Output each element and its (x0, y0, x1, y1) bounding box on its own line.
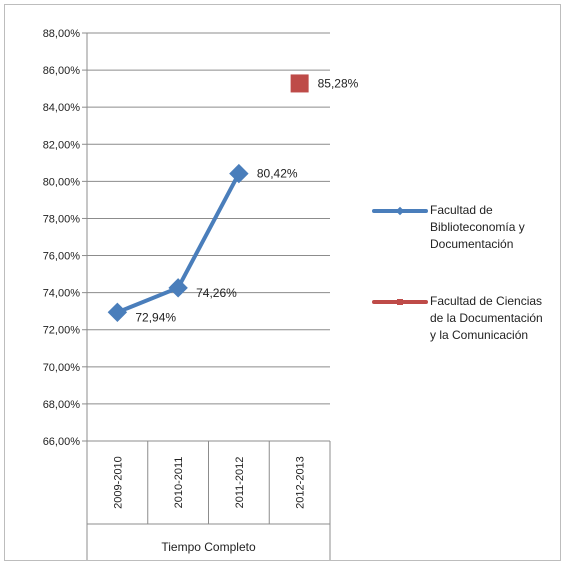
chart-area (4, 4, 561, 561)
x-tick-label: 2012-2013 (295, 456, 307, 509)
data-point (107, 302, 128, 323)
y-tick-label: 78,00% (43, 213, 81, 225)
y-tick-label: 76,00% (43, 251, 81, 263)
category-group-label: Tiempo Completo (161, 540, 256, 554)
y-tick-label: 74,00% (43, 288, 81, 300)
y-tick-label: 82,00% (43, 139, 81, 151)
y-tick-label: 88,00% (43, 28, 81, 40)
legend-label-series-1: Facultad de Biblioteconomía y Documentac… (430, 203, 525, 251)
y-tick-label: 84,00% (43, 102, 81, 114)
x-tick-label: 2011-2012 (234, 457, 246, 509)
y-tick-label: 72,00% (43, 325, 81, 337)
x-tick-label: 2009-2010 (112, 456, 124, 509)
data-label: 72,94% (135, 310, 176, 324)
data-point (168, 278, 188, 298)
gridlines (87, 32, 330, 442)
data-label: 85,28% (318, 76, 359, 90)
y-tick-label: 86,00% (43, 65, 81, 77)
y-tick-label: 66,00% (43, 436, 81, 448)
legend-label-series-2: Facultad de Ciencias de la Documentación… (430, 294, 543, 342)
y-tick-label: 70,00% (43, 362, 81, 374)
data-label: 74,26% (196, 286, 237, 300)
axes: 66,00% 68,00% 70,00% 72,00% 74,00% 76,00% 78,0… (43, 28, 331, 560)
y-tick-label: 68,00% (43, 399, 81, 411)
x-tick-label: 2010-2011 (173, 457, 185, 509)
data-labels: 72,94% 74,26% 80,42% 85,28% (135, 76, 358, 324)
series (107, 74, 309, 323)
legend-item-series-1: Facultad de Biblioteconomía y Documentac… (370, 202, 555, 253)
y-tick-label: 80,00% (43, 176, 81, 188)
data-point (229, 163, 249, 184)
legend-item-series-2: Facultad de Ciencias de la Documentación… (370, 293, 555, 344)
legend-key-series-1 (370, 202, 430, 219)
data-label: 80,42% (257, 167, 298, 181)
legend-key-series-2 (370, 293, 430, 310)
data-point (290, 74, 309, 93)
